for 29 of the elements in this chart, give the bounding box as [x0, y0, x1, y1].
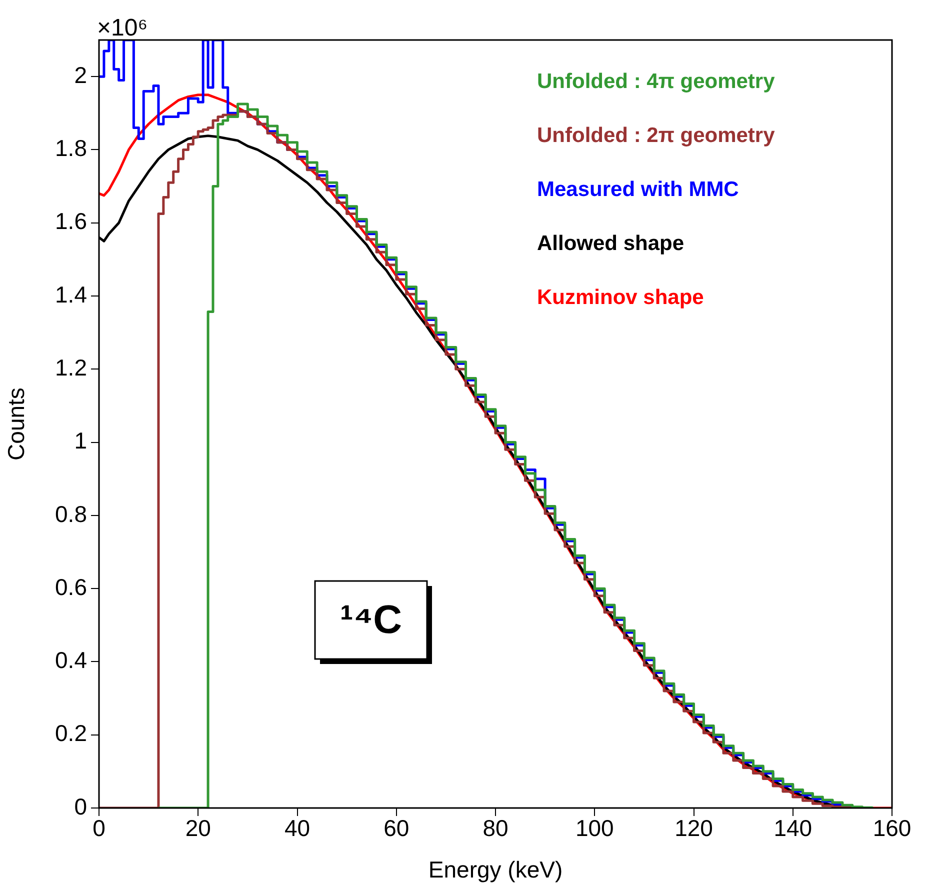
- y-axis-title: Counts: [3, 388, 30, 460]
- x-tick-label: 140: [774, 815, 812, 842]
- x-tick-label: 80: [482, 815, 508, 842]
- y-tick-label: 1.2: [55, 354, 87, 380]
- text: Measured with MMC: [537, 178, 739, 201]
- y-tick-label: 1.6: [55, 208, 87, 234]
- x-tick-label: 160: [872, 815, 912, 842]
- x-tick-label: 20: [185, 815, 211, 842]
- y-tick-label: 0.6: [55, 574, 87, 600]
- x-tick-label: 100: [575, 815, 614, 842]
- y-tick-label: 2: [74, 62, 87, 88]
- text: Unfolded : 4π geometry: [537, 70, 776, 93]
- text: Unfolded : 2π geometry: [537, 124, 776, 147]
- annotation: ×10⁶: [97, 14, 148, 42]
- annotation: ¹⁴C: [340, 598, 402, 642]
- x-axis-title: Energy (keV): [428, 856, 563, 883]
- y-tick-label: 0: [74, 793, 87, 820]
- x-tick-label: 0: [92, 815, 106, 842]
- text: Allowed shape: [537, 232, 684, 255]
- y-tick-label: 1.8: [55, 135, 87, 162]
- x-tick-label: 40: [284, 815, 310, 842]
- y-tick-label: 1: [74, 428, 87, 454]
- y-tick-label: 1.4: [55, 281, 88, 308]
- x-tick-label: 120: [674, 815, 713, 842]
- y-tick-label: 0.4: [55, 647, 88, 674]
- text: Kuzminov shape: [537, 286, 704, 309]
- y-tick-label: 0.2: [55, 720, 87, 746]
- x-tick-label: 60: [384, 815, 410, 842]
- y-tick-label: 0.8: [55, 500, 87, 527]
